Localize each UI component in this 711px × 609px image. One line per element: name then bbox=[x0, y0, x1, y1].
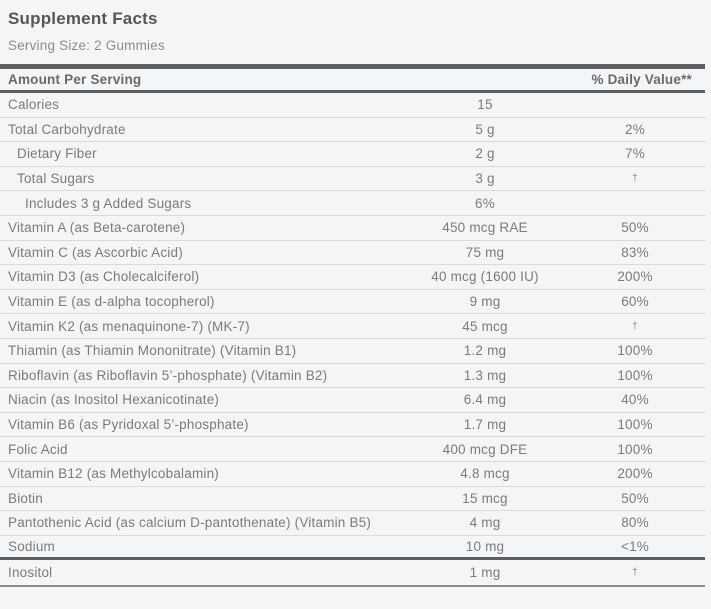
panel-title: Supplement Facts bbox=[8, 9, 158, 28]
nutrient-label: Niacin (as Inositol Hexanicotinate) bbox=[8, 392, 220, 408]
nutrient-label: Total Sugars bbox=[17, 171, 95, 187]
supplement-facts-panel: Supplement Facts Serving Size: 2 Gummies… bbox=[0, 9, 705, 588]
nutrient-label: Thiamin (as Thiamin Mononitrate) (Vitami… bbox=[8, 343, 297, 359]
table-row: Vitamin B12 (as Methylcobalamin) 4.8 mcg… bbox=[0, 462, 705, 487]
table-row: Folic Acid 400 mcg DFE 100% bbox=[0, 437, 705, 462]
nutrient-label: Vitamin B12 (as Methylcobalamin) bbox=[8, 466, 219, 482]
amount-value: 6% bbox=[475, 195, 495, 211]
nutrient-label: Inositol bbox=[8, 565, 53, 581]
nutrient-label: Biotin bbox=[8, 490, 43, 506]
nutrient-label: Sodium bbox=[8, 538, 55, 554]
amount-value: 45 mcg bbox=[462, 318, 508, 334]
nutrient-table-body: Calories 15 Total Carbohydrate 5 g 2% Di… bbox=[0, 93, 705, 588]
daily-value: 2% bbox=[625, 121, 645, 137]
nutrient-label: Dietary Fiber bbox=[17, 146, 97, 162]
table-row: Includes 3 g Added Sugars 6% bbox=[0, 191, 705, 216]
table-row: Pantothenic Acid (as calcium D-pantothen… bbox=[0, 511, 705, 536]
table-row: Niacin (as Inositol Hexanicotinate) 6.4 … bbox=[0, 388, 705, 413]
daily-value: 60% bbox=[621, 294, 649, 310]
amount-value: 450 mcg RAE bbox=[442, 220, 528, 236]
amount-value: 5 g bbox=[475, 121, 495, 137]
amount-value: 10 mg bbox=[465, 538, 505, 554]
amount-value: 15 bbox=[477, 97, 493, 113]
table-row: Vitamin B6 (as Pyridoxal 5’-phosphate) 1… bbox=[0, 413, 705, 438]
table-row: Riboflavin (as Riboflavin 5’-phosphate) … bbox=[0, 364, 705, 389]
amount-value: 9 mg bbox=[469, 294, 501, 310]
amount-per-serving-header: Amount Per Serving bbox=[8, 72, 142, 87]
amount-value: 75 mg bbox=[465, 244, 505, 260]
daily-value: 100% bbox=[617, 417, 653, 433]
amount-value: 15 mcg bbox=[462, 490, 508, 506]
amount-value: 1.3 mg bbox=[463, 367, 507, 383]
amount-value: 1.7 mg bbox=[463, 417, 507, 433]
daily-value: † bbox=[632, 173, 638, 185]
amount-value: 3 g bbox=[475, 171, 495, 187]
nutrient-label: Total Carbohydrate bbox=[8, 121, 126, 137]
nutrient-label: Folic Acid bbox=[8, 441, 68, 457]
nutrient-label: Pantothenic Acid (as calcium D-pantothen… bbox=[8, 515, 372, 531]
daily-value: † bbox=[632, 320, 638, 332]
table-row: Total Sugars 3 g † bbox=[0, 167, 705, 192]
daily-value: 100% bbox=[617, 343, 653, 359]
amount-value: 4.8 mcg bbox=[460, 466, 510, 482]
amount-value: 2 g bbox=[475, 146, 495, 162]
daily-value: 7% bbox=[625, 146, 645, 162]
daily-value: 100% bbox=[617, 367, 653, 383]
table-row: Thiamin (as Thiamin Mononitrate) (Vitami… bbox=[0, 339, 705, 364]
daily-value: 50% bbox=[621, 490, 649, 506]
daily-value: 200% bbox=[617, 466, 653, 482]
amount-value: 6.4 mg bbox=[463, 392, 507, 408]
table-row: Biotin 15 mcg 50% bbox=[0, 487, 705, 512]
amount-value: 40 mcg (1600 IU) bbox=[431, 269, 539, 285]
table-row: Calories 15 bbox=[0, 93, 705, 118]
nutrient-label: Vitamin D3 (as Cholecalciferol) bbox=[8, 269, 200, 285]
amount-value: 1.2 mg bbox=[463, 343, 507, 359]
nutrient-label: Vitamin B6 (as Pyridoxal 5’-phosphate) bbox=[8, 417, 249, 433]
nutrient-label: Vitamin K2 (as menaquinone-7) (MK-7) bbox=[8, 318, 250, 334]
daily-value: 50% bbox=[621, 220, 649, 236]
table-row: Inositol 1 mg † bbox=[0, 560, 705, 588]
table-header-row: Amount Per Serving % Daily Value** bbox=[0, 69, 705, 93]
daily-value-header: % Daily Value** bbox=[591, 72, 692, 87]
table-row: Vitamin K2 (as menaquinone-7) (MK-7) 45 … bbox=[0, 314, 705, 339]
amount-value: 1 mg bbox=[469, 565, 501, 581]
table-row: Sodium 10 mg <1% bbox=[0, 536, 705, 561]
nutrient-label: Riboflavin (as Riboflavin 5’-phosphate) … bbox=[8, 367, 328, 383]
top-divider-bar bbox=[0, 64, 705, 69]
daily-value: † bbox=[632, 567, 638, 579]
table-row: Vitamin A (as Beta-carotene) 450 mcg RAE… bbox=[0, 216, 705, 241]
table-row: Vitamin D3 (as Cholecalciferol) 40 mcg (… bbox=[0, 265, 705, 290]
daily-value: 40% bbox=[621, 392, 649, 408]
amount-value: 4 mg bbox=[469, 515, 501, 531]
daily-value: 100% bbox=[617, 441, 653, 457]
nutrient-label: Calories bbox=[8, 97, 60, 113]
nutrient-label: Vitamin C (as Ascorbic Acid) bbox=[8, 244, 183, 260]
daily-value: 80% bbox=[621, 515, 649, 531]
nutrient-label: Includes 3 g Added Sugars bbox=[25, 195, 192, 211]
table-row: Total Carbohydrate 5 g 2% bbox=[0, 118, 705, 143]
nutrient-label: Vitamin A (as Beta-carotene) bbox=[8, 220, 186, 236]
daily-value: 83% bbox=[621, 244, 649, 260]
table-row: Vitamin C (as Ascorbic Acid) 75 mg 83% bbox=[0, 241, 705, 266]
nutrient-label: Vitamin E (as d-alpha tocopherol) bbox=[8, 294, 215, 310]
serving-size-text: Serving Size: 2 Gummies bbox=[8, 38, 165, 53]
daily-value: 200% bbox=[617, 269, 653, 285]
table-row: Dietary Fiber 2 g 7% bbox=[0, 142, 705, 167]
daily-value: <1% bbox=[621, 538, 649, 554]
amount-value: 400 mcg DFE bbox=[442, 441, 528, 457]
table-row: Vitamin E (as d-alpha tocopherol) 9 mg 6… bbox=[0, 290, 705, 315]
